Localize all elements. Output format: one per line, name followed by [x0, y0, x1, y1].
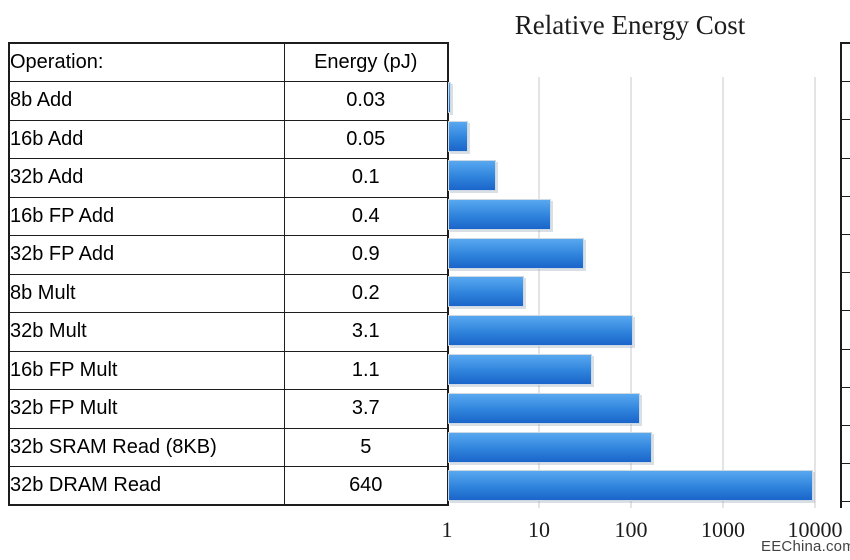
table-row: 32b FP Mult 3.7: [8, 389, 449, 429]
energy-bar: [448, 431, 653, 463]
cell-operation: 16b Add: [8, 119, 285, 159]
energy-bar: [448, 237, 584, 269]
x-tick-label: 1: [441, 517, 453, 542]
table-row: 32b Mult 3.1: [8, 312, 449, 352]
chart-title: Relative Energy Cost: [514, 10, 746, 40]
table-row: 32b SRAM Read (8KB) 5: [8, 427, 449, 467]
cell-energy: 640: [283, 466, 449, 506]
table-row: 32b FP Add 0.9: [8, 235, 449, 275]
table-row: 16b FP Add 0.4: [8, 196, 449, 236]
cropped-table-row: [842, 273, 850, 312]
cropped-table-row: [842, 426, 850, 465]
cropped-table-row: [842, 44, 850, 83]
cropped-table-row: [842, 159, 850, 197]
cell-energy: 3.7: [283, 389, 449, 429]
energy-bar: [448, 470, 813, 502]
table-header-row: Operation: Energy (pJ): [8, 42, 449, 82]
table-row: 8b Add 0.03: [8, 81, 449, 121]
cell-operation: 32b FP Add: [8, 235, 285, 275]
table-header-operation: Operation:: [8, 42, 285, 82]
cell-operation: 16b FP Add: [8, 196, 285, 236]
cell-energy: 0.05: [283, 119, 449, 159]
cropped-table-row: [842, 197, 850, 235]
cell-energy: 3.1: [283, 312, 449, 352]
table-header-energy: Energy (pJ): [283, 42, 449, 82]
cell-operation: 32b SRAM Read (8KB): [8, 427, 285, 467]
table-row: 32b Add 0.1: [8, 158, 449, 198]
energy-bar: [448, 315, 634, 347]
energy-bar: [448, 392, 641, 424]
energy-bar: [448, 276, 524, 308]
cropped-table-row: [842, 120, 850, 159]
cell-energy: 5: [283, 427, 449, 467]
cell-energy: 0.03: [283, 81, 449, 121]
watermark: EEChina.com: [761, 538, 850, 555]
cell-energy: 0.2: [283, 273, 449, 313]
energy-bar: [448, 353, 592, 385]
x-tick-label: 1000: [701, 517, 745, 542]
gridline: [538, 77, 540, 508]
cropped-table-row: [842, 235, 850, 274]
table-row: 32b DRAM Read 640: [8, 466, 449, 506]
cell-energy: 0.1: [283, 158, 449, 198]
cropped-table-row: [842, 464, 850, 503]
cell-operation: 32b DRAM Read: [8, 466, 285, 506]
cropped-table-row: [842, 311, 850, 350]
energy-table: Operation: Energy (pJ) 8b Add 0.03 16b Add…: [8, 42, 449, 506]
cropped-right-table: [840, 42, 850, 508]
cropped-table-row: [842, 82, 850, 121]
energy-table-body: 8b Add 0.03 16b Add 0.05 32b Add 0.1 16b FP Ad…: [8, 81, 449, 506]
gridline: [814, 77, 816, 508]
cell-operation: 8b Mult: [8, 273, 285, 313]
cell-energy: 1.1: [283, 350, 449, 390]
x-tick-label: 100: [614, 517, 648, 542]
gridline: [722, 77, 724, 508]
table-row: 16b FP Mult 1.1: [8, 350, 449, 390]
x-tick-label: 10: [528, 517, 550, 542]
table-row: 8b Mult 0.2: [8, 273, 449, 313]
cell-energy: 0.4: [283, 196, 449, 236]
cell-operation: 32b Mult: [8, 312, 285, 352]
table-row: 16b Add 0.05: [8, 119, 449, 159]
cell-operation: 8b Add: [8, 81, 285, 121]
cell-operation: 32b FP Mult: [8, 389, 285, 429]
energy-bar: [448, 159, 497, 191]
cropped-table-row: [842, 388, 850, 426]
cropped-table-row: [842, 350, 850, 388]
cell-operation: 32b Add: [8, 158, 285, 198]
cell-energy: 0.9: [283, 235, 449, 275]
cell-operation: 16b FP Mult: [8, 350, 285, 390]
energy-bar: [448, 198, 552, 230]
energy-bar: [448, 121, 469, 153]
gridline: [630, 77, 632, 508]
